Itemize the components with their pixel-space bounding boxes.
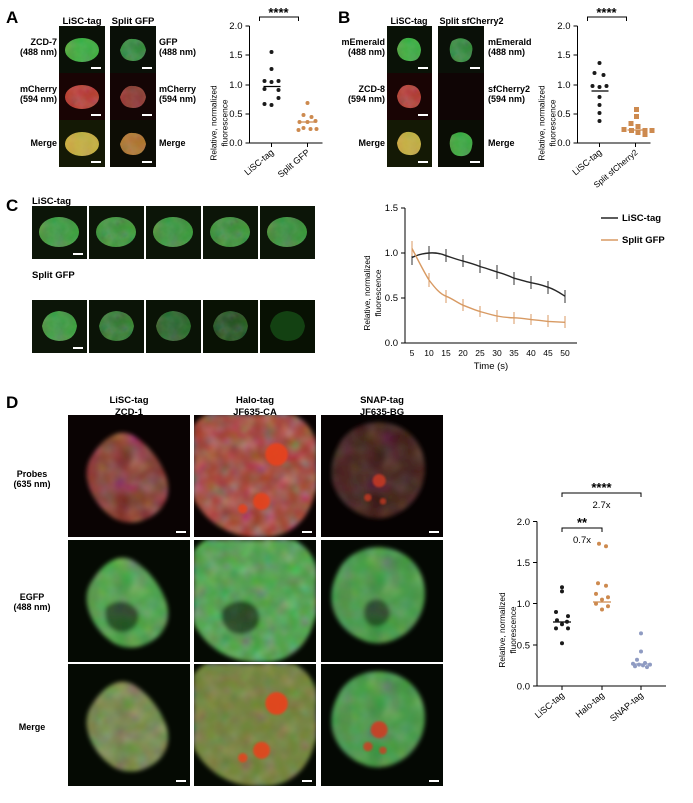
svg-text:0.0: 0.0	[385, 338, 398, 349]
svg-text:2.7x: 2.7x	[593, 500, 611, 511]
svg-text:Relative, normalized: Relative, normalized	[537, 85, 547, 161]
svg-text:LiSC-tag: LiSC-tag	[242, 147, 275, 177]
svg-text:1.5: 1.5	[229, 50, 242, 61]
svg-text:40: 40	[526, 348, 536, 358]
svg-text:1.0: 1.0	[385, 248, 398, 259]
svg-text:30: 30	[492, 348, 502, 358]
svg-text:****: ****	[268, 5, 289, 20]
svg-text:1.5: 1.5	[517, 558, 530, 569]
svg-text:LiSC-tag: LiSC-tag	[570, 147, 603, 177]
svg-text:1.5: 1.5	[557, 50, 570, 61]
svg-text:fluorescence: fluorescence	[548, 99, 558, 146]
svg-text:0.5: 0.5	[517, 641, 530, 652]
svg-text:1.0: 1.0	[229, 80, 242, 91]
svg-text:0.5: 0.5	[557, 109, 570, 120]
svg-text:35: 35	[509, 348, 519, 358]
svg-text:LiSC-tag: LiSC-tag	[622, 213, 661, 224]
svg-text:SNAP-tag: SNAP-tag	[608, 690, 645, 723]
svg-text:fluorescence: fluorescence	[508, 606, 518, 653]
svg-text:Relative, normalized: Relative, normalized	[362, 255, 372, 331]
svg-text:50: 50	[560, 348, 570, 358]
svg-text:2.0: 2.0	[517, 517, 530, 528]
svg-text:15: 15	[441, 348, 451, 358]
svg-text:****: ****	[591, 480, 612, 495]
svg-text:0.5: 0.5	[385, 293, 398, 304]
svg-text:1.5: 1.5	[385, 203, 398, 214]
svg-text:fluorescence: fluorescence	[220, 99, 230, 146]
svg-text:1.0: 1.0	[517, 599, 530, 610]
svg-text:0.7x: 0.7x	[573, 535, 591, 546]
svg-text:****: ****	[596, 5, 617, 20]
svg-text:Relative, normalized: Relative, normalized	[497, 592, 507, 668]
svg-text:1.0: 1.0	[557, 80, 570, 91]
svg-text:fluorescence: fluorescence	[373, 269, 383, 316]
svg-text:Split GFP: Split GFP	[276, 147, 312, 179]
svg-text:0.0: 0.0	[557, 138, 570, 149]
svg-text:20: 20	[458, 348, 468, 358]
svg-text:0.0: 0.0	[229, 138, 242, 149]
svg-text:2.0: 2.0	[229, 21, 242, 32]
svg-text:Split GFP: Split GFP	[622, 235, 665, 246]
svg-text:45: 45	[543, 348, 553, 358]
svg-text:5: 5	[410, 348, 415, 358]
svg-text:25: 25	[475, 348, 485, 358]
svg-text:LiSC-tag: LiSC-tag	[533, 690, 566, 720]
svg-text:0.5: 0.5	[229, 109, 242, 120]
svg-text:Time (s): Time (s)	[474, 361, 508, 372]
svg-text:2.0: 2.0	[557, 21, 570, 32]
svg-text:**: **	[577, 515, 588, 530]
svg-text:0.0: 0.0	[517, 682, 530, 693]
svg-text:10: 10	[424, 348, 434, 358]
svg-text:Relative, normalized: Relative, normalized	[209, 85, 219, 161]
svg-text:Halo-tag: Halo-tag	[574, 690, 606, 720]
